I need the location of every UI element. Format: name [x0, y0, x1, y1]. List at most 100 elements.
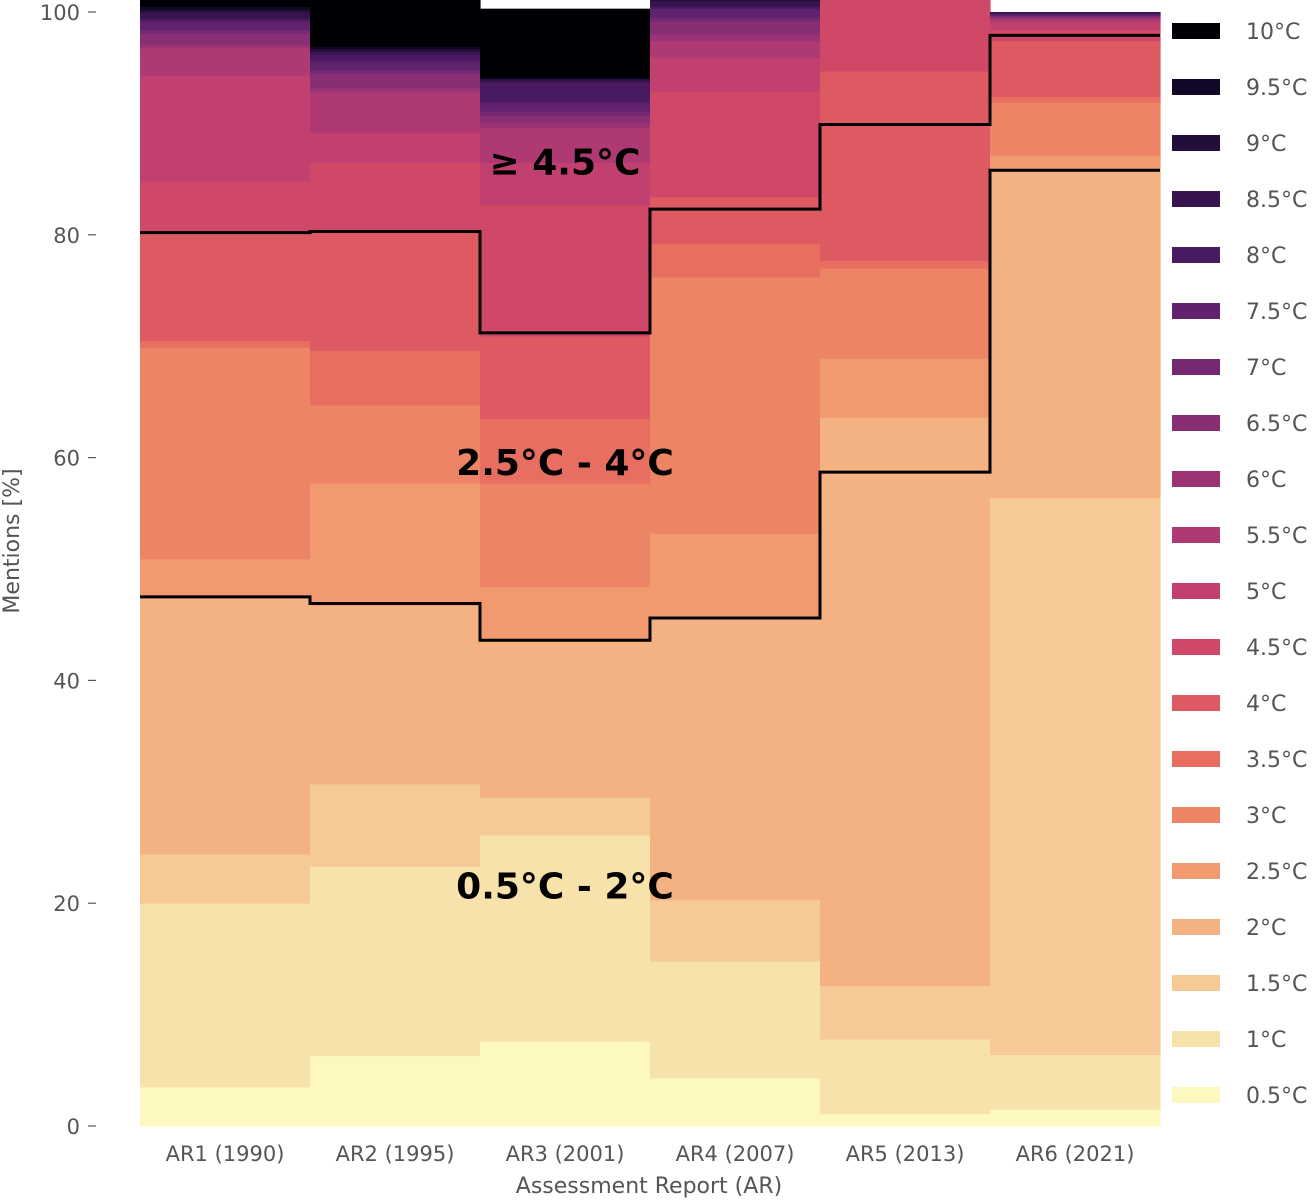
- bar-segment: [480, 127, 651, 163]
- x-axis-title: Assessment Report (AR): [516, 1174, 782, 1199]
- legend-swatch: [1172, 1087, 1220, 1103]
- band-boundary-lines: [140, 33, 1160, 642]
- legend-swatch: [1172, 975, 1220, 991]
- bar-segment: [650, 0, 821, 7]
- bar-segment: [140, 6, 311, 11]
- bar-segment: [480, 122, 651, 129]
- legend-label: 6°C: [1246, 468, 1286, 493]
- bar-segment: [990, 12, 1161, 14]
- bar-segment: [820, 260, 991, 269]
- bar-segment: [650, 961, 821, 1079]
- x-tick-label: AR2 (1995): [336, 1142, 455, 1166]
- bar-segment: [140, 597, 311, 855]
- legend-swatch: [1172, 695, 1220, 711]
- legend-label: 3.5°C: [1246, 748, 1307, 773]
- legend-swatch: [1172, 919, 1220, 935]
- bar-segment: [480, 1041, 651, 1127]
- legend-swatch: [1172, 863, 1220, 879]
- bar-segment: [650, 533, 821, 617]
- legend-label: 0.5°C: [1246, 1084, 1307, 1109]
- legend-label: 4.5°C: [1246, 636, 1307, 661]
- bar-segment: [990, 96, 1161, 103]
- bar-segment: [990, 497, 1161, 1056]
- bar-segment: [990, 155, 1161, 170]
- bar-segment: [310, 87, 481, 93]
- legend-label: 6.5°C: [1246, 412, 1307, 437]
- bar-segment: [140, 12, 311, 20]
- stacked-bars: [140, 0, 1161, 1127]
- y-tick-label: 40: [53, 669, 80, 693]
- bar-segment: [310, 1055, 481, 1127]
- legend-swatch: [1172, 415, 1220, 431]
- bar-segment: [990, 18, 1161, 23]
- bar-segment: [310, 54, 481, 62]
- bar-segment: [140, 0, 311, 7]
- legend-swatch: [1172, 359, 1220, 375]
- x-tick-label: AR4 (2007): [676, 1142, 795, 1166]
- bar-segment: [820, 358, 991, 418]
- bar-segment: [650, 615, 821, 901]
- y-tick-label: 60: [53, 447, 80, 471]
- legend-swatch: [1172, 191, 1220, 207]
- band-label: 2.5°C - 4°C: [456, 443, 674, 484]
- bar-segment: [990, 15, 1161, 17]
- x-tick-label: AR5 (2013): [846, 1142, 965, 1166]
- legend-swatch: [1172, 527, 1220, 543]
- legend-label: 8°C: [1246, 244, 1286, 269]
- legend-label: 5°C: [1246, 580, 1286, 605]
- y-tick-label: 20: [53, 892, 80, 916]
- bar-segment: [990, 169, 1161, 499]
- bar-segment: [990, 1054, 1161, 1110]
- bar-segment: [820, 417, 991, 987]
- bar-segment: [480, 8, 651, 79]
- bar-segment: [480, 79, 651, 83]
- bar-segment: [480, 336, 651, 420]
- bar-segment: [140, 347, 311, 560]
- legend-label: 9.5°C: [1246, 76, 1307, 101]
- bar-segment: [820, 985, 991, 1040]
- bar-segment: [140, 75, 311, 182]
- legend-label: 10°C: [1246, 20, 1300, 45]
- legend-swatch: [1172, 583, 1220, 599]
- legend-swatch: [1172, 303, 1220, 319]
- legend: 10°C 9.5°C 9°C 8.5°C 8°C 7.5°C 7°C 6.5°C 6°C 5.5°…: [1172, 20, 1307, 1109]
- bar-segment: [480, 111, 651, 117]
- bar-segment: [650, 1078, 821, 1127]
- legend-swatch: [1172, 471, 1220, 487]
- bar-segment: [140, 29, 311, 34]
- bar-segment: [480, 162, 651, 206]
- bar-segment: [650, 40, 821, 59]
- bar-segment: [650, 277, 821, 534]
- legend-label: 3°C: [1246, 804, 1286, 829]
- band-annotations: ≥ 4.5°C 2.5°C - 4°C 0.5°C - 2°C: [456, 142, 674, 907]
- bar-segment: [990, 40, 1161, 98]
- bar-segment: [990, 102, 1161, 157]
- bar-segment: [140, 44, 311, 49]
- bar-segment: [310, 0, 481, 47]
- bar-segment: [480, 115, 651, 123]
- bar-segment: [310, 92, 481, 133]
- boundary-line-upper: [140, 33, 1160, 335]
- bar-segment: [310, 69, 481, 74]
- bar-segment: [310, 46, 481, 50]
- bar-segment: [650, 6, 821, 10]
- legend-label: 7.5°C: [1246, 300, 1307, 325]
- bar-segment: [480, 586, 651, 642]
- bar-segment: [140, 340, 311, 348]
- legend-swatch: [1172, 23, 1220, 39]
- bar-segment: [650, 8, 821, 18]
- legend-label: 1°C: [1246, 1028, 1286, 1053]
- bar-segment: [310, 50, 481, 55]
- bar-segment: [310, 784, 481, 867]
- bar-segment: [650, 899, 821, 962]
- bar-segment: [650, 20, 821, 35]
- bar-segment: [820, 1113, 991, 1127]
- y-tick-label: 80: [53, 224, 80, 248]
- legend-label: 7°C: [1246, 356, 1286, 381]
- bar-segment: [990, 14, 1161, 16]
- bar-segment: [310, 73, 481, 89]
- legend-label: 4°C: [1246, 692, 1286, 717]
- bar-segment: [140, 1087, 311, 1127]
- x-tick-label: AR3 (2001): [506, 1142, 625, 1166]
